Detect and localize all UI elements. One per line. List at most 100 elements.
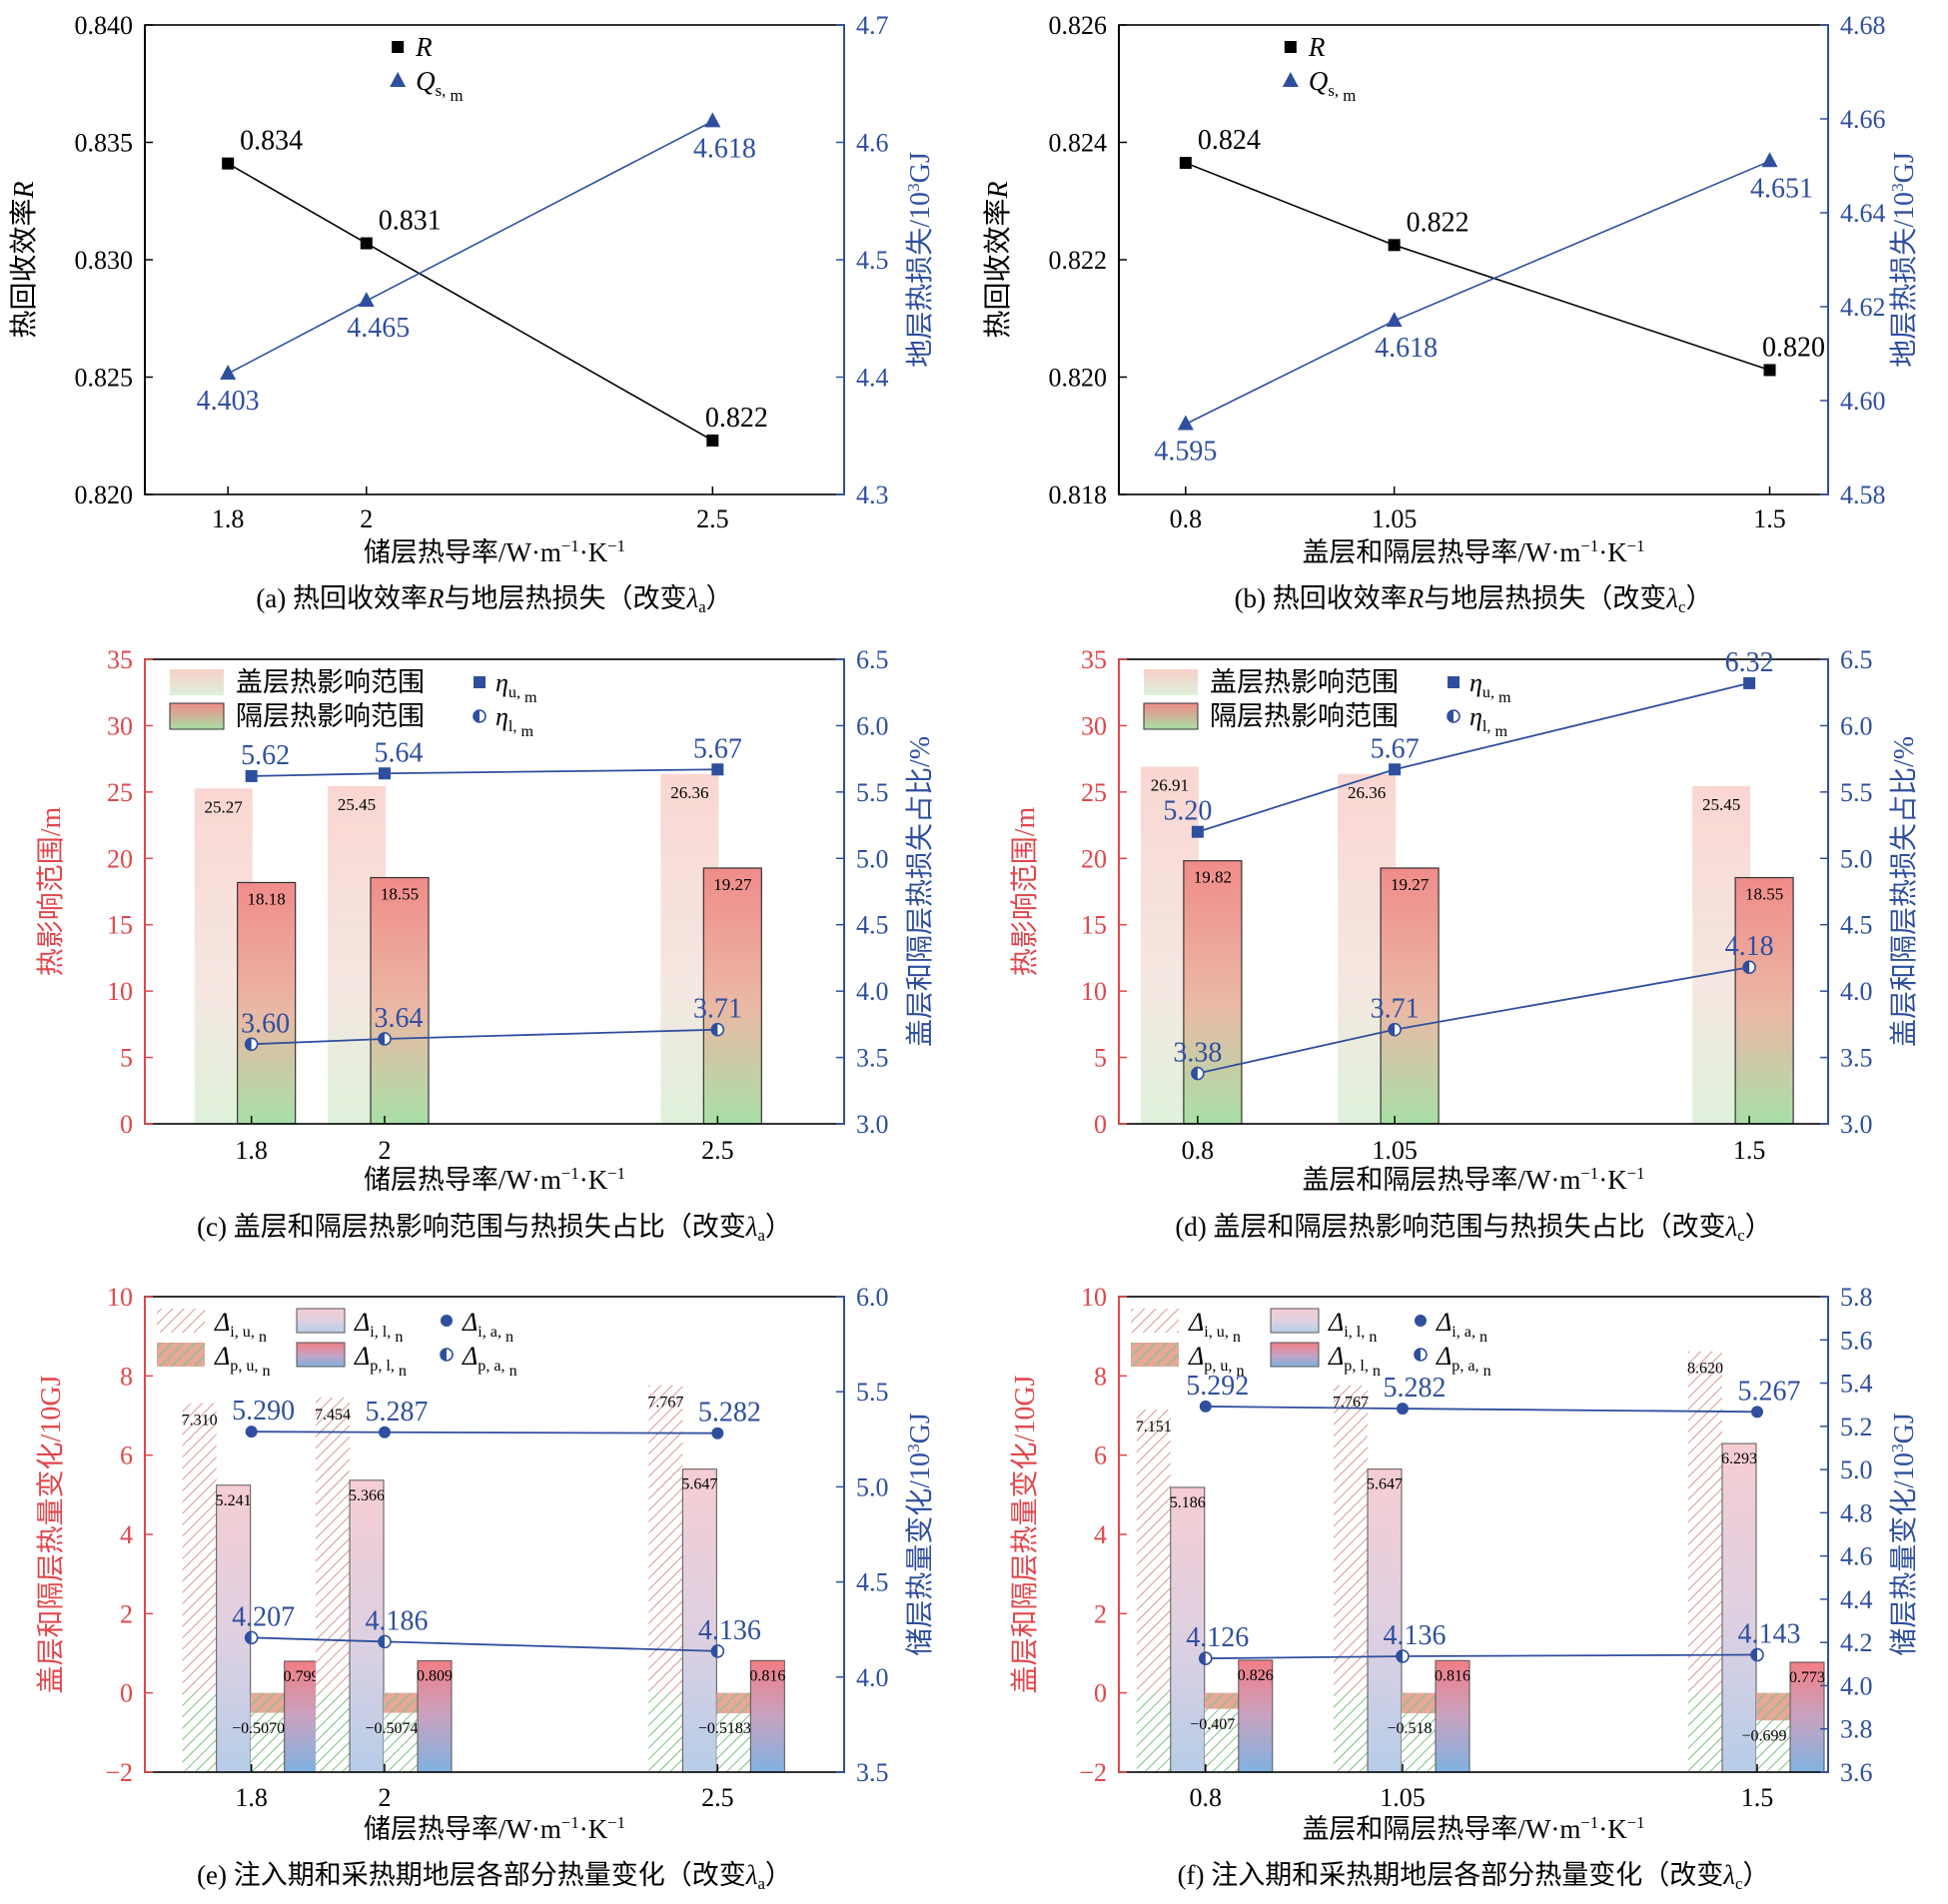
data-label-delta-p-a: 4.207 — [232, 1601, 295, 1632]
y-right-tick-label: 4.5 — [856, 1568, 889, 1597]
legend-marker-Qsm — [390, 72, 407, 87]
bar-delta-p-u — [1402, 1692, 1436, 1714]
caption: (a) 热回收效率R与地层热损失（改变λa） — [256, 583, 732, 616]
legend-swatch-delta-p-l — [1270, 1342, 1320, 1368]
y-left-tick-label: 0 — [1094, 1679, 1107, 1708]
y-left-tick-label: 15 — [107, 911, 133, 940]
data-label-Qsm: 4.403 — [197, 386, 260, 417]
legend-marker-eta-u — [474, 676, 486, 688]
y-right-tick-label: 3.5 — [856, 1044, 889, 1073]
data-label-eta-u: 5.20 — [1163, 796, 1212, 827]
bar-label-delta-p-u: −0.5183 — [698, 1720, 751, 1737]
y-right-tick-label: 3.5 — [856, 1758, 889, 1787]
bar-delta-p-u — [384, 1692, 418, 1713]
y-left-tick-label: −2 — [105, 1758, 133, 1787]
data-label-eta-u: 5.62 — [241, 740, 290, 771]
x-axis-label: 储层热导率/W·m−1·K−1 — [364, 1164, 625, 1195]
y-left-axis-label: 热回收效率R — [8, 181, 40, 338]
y-right-tick-label: 3.0 — [856, 1110, 889, 1139]
y-left-tick-label: 0.820 — [1049, 364, 1108, 393]
point-delta-i-a — [1751, 1406, 1763, 1419]
y-left-tick-label: 10 — [1081, 1283, 1107, 1312]
y-right-tick-label: 5.0 — [1840, 1455, 1873, 1484]
legend-label-delta-i-u: Δi, u, n — [214, 1308, 267, 1346]
point-eta-l — [378, 1032, 392, 1046]
point-Qsm — [1761, 152, 1778, 168]
y-right-tick-label: 5.0 — [856, 844, 889, 873]
y-right-tick-label: 6.5 — [856, 645, 889, 674]
bar-label-delta-p-l: 0.816 — [749, 1667, 785, 1684]
bar-label-delta-p-l: 0.809 — [417, 1668, 453, 1685]
y-left-tick-label: 5 — [1094, 1044, 1107, 1073]
y-right-tick-label: 4.6 — [856, 129, 889, 158]
bar-delta-i-u-base — [1688, 1692, 1722, 1772]
point-delta-p-a — [378, 1634, 392, 1649]
bar-label-upper-range: 26.36 — [670, 783, 708, 802]
bar-label-delta-p-l: 0.816 — [1435, 1667, 1470, 1684]
series-line-eta-u — [251, 768, 718, 777]
legend-label-R: R — [1308, 32, 1326, 62]
bar-delta-p-u-base — [1756, 1720, 1790, 1772]
point-delta-i-a — [1397, 1403, 1409, 1416]
y-left-tick-label: 0.822 — [1049, 246, 1108, 275]
y-left-tick-label: 8 — [1094, 1362, 1107, 1391]
x-axis-label: 盖层和隔层热导率/W·m−1·K−1 — [1302, 1813, 1644, 1844]
x-tick-label: 2 — [360, 504, 373, 533]
data-label-R: 0.820 — [1762, 332, 1825, 363]
data-label-delta-p-a: 4.136 — [698, 1615, 761, 1646]
y-left-tick-label: 15 — [1081, 911, 1107, 940]
bar-delta-i-l — [216, 1484, 252, 1773]
bar-label-delta-p-l: 0.826 — [1238, 1667, 1274, 1684]
y-left-tick-label: 0 — [120, 1679, 133, 1708]
data-label-delta-p-a: 4.186 — [366, 1605, 429, 1636]
legend-marker-delta-p-a — [1414, 1348, 1428, 1362]
x-tick-label: 1.5 — [1753, 504, 1786, 533]
bar-lower-range — [702, 867, 762, 1125]
bar-delta-p-l — [749, 1659, 785, 1773]
data-label-eta-l: 4.18 — [1725, 931, 1774, 962]
bar-label-delta-i-l: 5.186 — [1170, 1494, 1206, 1511]
y-left-tick-label: 10 — [1081, 977, 1107, 1006]
bar-delta-p-u-base — [1402, 1713, 1436, 1772]
bar-lower-range — [237, 881, 297, 1125]
legend-label-delta-i-l: Δi, l, n — [1328, 1308, 1377, 1346]
series-line-R — [1185, 162, 1770, 372]
point-Qsm — [220, 364, 237, 380]
data-label-delta-p-a: 4.126 — [1186, 1622, 1249, 1653]
bar-label-upper-range: 25.27 — [205, 797, 244, 816]
y-right-tick-label: 4.0 — [856, 1663, 889, 1692]
bar-delta-i-l — [1721, 1442, 1757, 1773]
x-axis-label: 盖层和隔层热导率/W·m−1·K−1 — [1302, 536, 1644, 567]
y-right-tick-label: 4.66 — [1840, 105, 1886, 134]
data-label-eta-u: 6.32 — [1725, 647, 1774, 678]
legend-label-delta-p-u: Δp, u, n — [214, 1342, 271, 1380]
legend-marker-Qsm — [1282, 72, 1299, 87]
legend-label-delta-p-l: Δp, l, n — [1328, 1342, 1381, 1380]
y-right-tick-label: 4.2 — [1840, 1628, 1873, 1657]
legend-label-delta-i-u: Δi, u, n — [1188, 1308, 1241, 1346]
y-right-tick-label: 5.5 — [856, 1378, 889, 1407]
y-left-tick-label: 4 — [120, 1520, 133, 1549]
bar-label-upper-range: 25.45 — [1702, 795, 1740, 814]
y-left-tick-label: 0 — [1094, 1110, 1107, 1139]
y-right-tick-label: 3.6 — [1840, 1758, 1873, 1787]
caption: (d) 盖层和隔层热影响范围与热损失占比（改变λc） — [1175, 1212, 1771, 1245]
bar-delta-p-l — [284, 1660, 320, 1773]
legend-label-eta-l: ηl, m — [1469, 702, 1507, 740]
bar-delta-i-u-base — [648, 1692, 683, 1772]
y-left-tick-label: 0.825 — [75, 364, 134, 393]
bar-lower-range — [1734, 876, 1794, 1125]
caption: (f) 注入期和采热期地层各部分热量变化（改变λc） — [1178, 1860, 1770, 1893]
y-left-tick-label: 0 — [120, 1110, 133, 1139]
point-eta-l — [1191, 1066, 1205, 1081]
legend-swatch-lower-range — [169, 702, 225, 730]
data-label-R: 0.822 — [705, 403, 768, 434]
bar-delta-p-u-base — [716, 1713, 751, 1772]
legend-label-eta-l: ηl, m — [495, 702, 533, 740]
bar-label-delta-p-u: −0.407 — [1190, 1716, 1235, 1733]
y-right-tick-label: 5.2 — [1840, 1413, 1873, 1441]
point-R — [706, 434, 719, 447]
x-tick-label: 1.8 — [212, 504, 245, 533]
y-left-tick-label: 4 — [1094, 1520, 1107, 1549]
point-R — [1763, 364, 1776, 377]
